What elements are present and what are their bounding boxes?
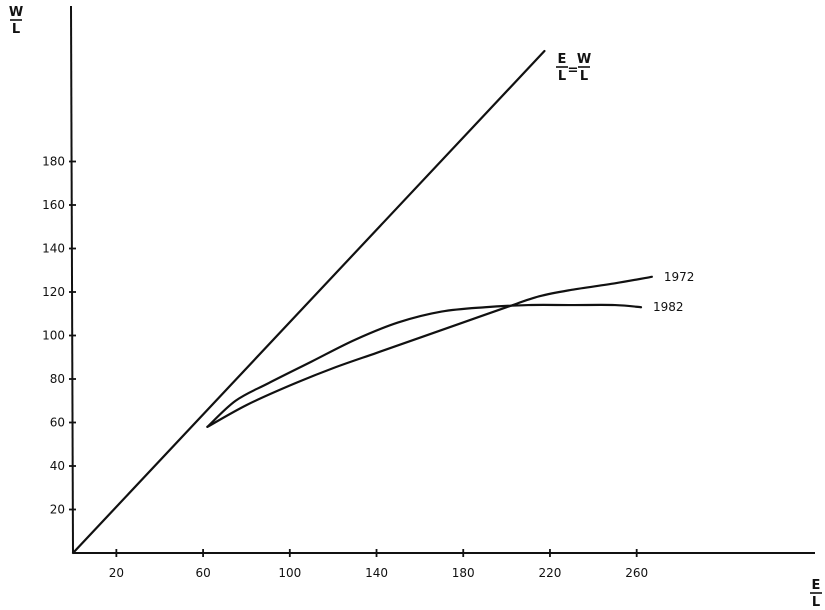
y-axis-label: WL [9,5,23,37]
x-tick-label: 140 [365,566,388,580]
series-label-1972: 1972 [664,270,695,284]
x-axis-label-denominator: L [812,595,820,610]
reference-label-left: EL [556,52,568,84]
x-tick-label: 100 [278,566,301,580]
x-axis-label: EL [810,578,822,610]
reference-label-equals: = [568,63,579,78]
reference-label-right-denominator: L [580,69,588,84]
y-axis [70,5,74,554]
reference-line [71,49,546,555]
reference-label-left-denominator: L [558,69,566,84]
y-tick-label: 160 [42,198,65,212]
ticks [69,160,638,557]
reference-label-right: WL [577,52,591,84]
y-tick-label: 140 [42,242,65,256]
y-tick-label: 120 [42,285,65,299]
series-line-1982 [206,303,643,428]
x-tick-label: 180 [452,566,475,580]
y-tick-label: 100 [42,329,65,343]
x-tick-label: 20 [109,566,124,580]
reference-label-left-numerator: E [558,52,567,67]
y-axis-label-numerator: W [9,5,23,20]
y-tick-label: 180 [42,155,65,169]
x-tick-label: 260 [625,566,648,580]
y-axis-label-denominator: L [12,22,20,37]
lines [71,49,653,555]
reference-line-label: EL =WL [556,52,591,84]
y-tick-label: 20 [50,503,65,517]
axes [70,5,815,554]
x-tick-label: 60 [195,566,210,580]
tick-labels: 20 60 100 140 180 220 260 20 40 60 80 100 120 140 160 1… [42,155,648,581]
x-axis-label-numerator: E [812,578,821,593]
reference-label-right-numerator: W [577,52,591,67]
series-line-1972 [206,275,653,428]
series-label-1982: 1982 [653,300,684,314]
y-tick-label: 40 [50,459,65,473]
x-tick-label: 220 [539,566,562,580]
y-tick-label: 60 [50,416,65,430]
y-tick-label: 80 [50,372,65,386]
